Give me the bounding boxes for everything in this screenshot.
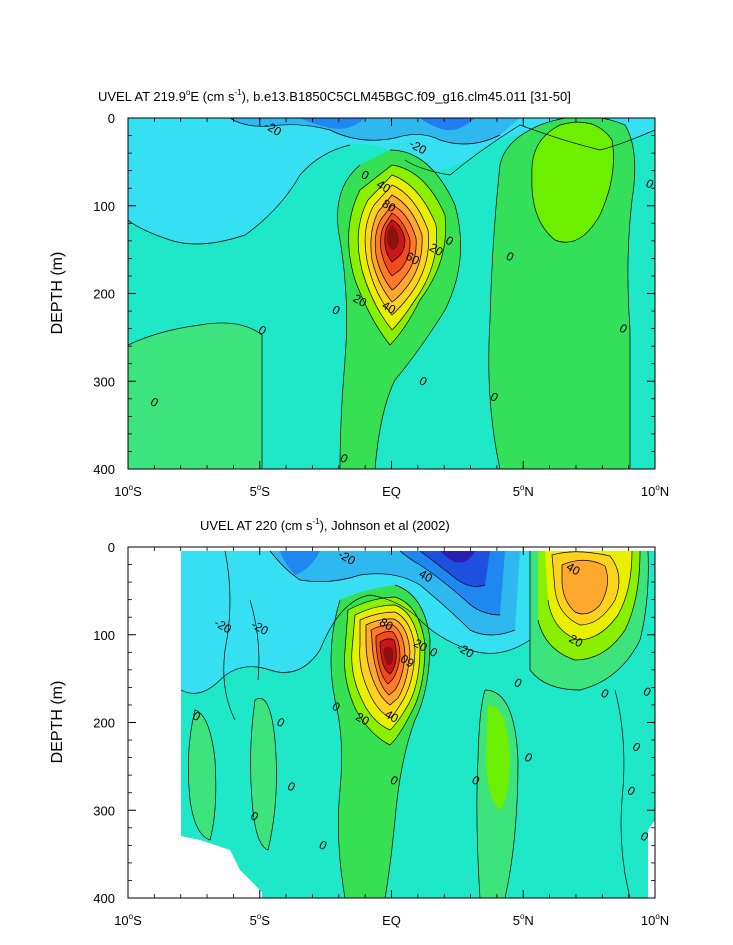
panel-bottom-title: UVEL AT 220 (cm s-1), Johnson et al (200… <box>200 517 450 533</box>
field-bpatch3b <box>486 705 510 810</box>
contour-label: 20 <box>411 636 430 655</box>
x-tick-label: 5oS <box>250 912 271 928</box>
contour-label: 80 <box>380 196 399 215</box>
y-tick-label: 200 <box>93 716 115 731</box>
contour-label: 20 <box>353 710 372 729</box>
panel-top-ylabel: DEPTH (m) <box>49 252 66 335</box>
x-tick-label: 10oN <box>641 912 669 928</box>
y-tick-label: 300 <box>93 803 115 818</box>
contour-label: 40 <box>382 707 401 726</box>
x-tick-label: 5oS <box>250 483 271 499</box>
field-neg-band <box>128 118 655 244</box>
x-tick-label: 10oN <box>641 483 669 499</box>
y-tick-label: 400 <box>93 891 115 906</box>
panel-top-title: UVEL AT 219.9oE (cm s-1), b.e13.B1850C5C… <box>98 88 571 104</box>
contour-label: 0 <box>643 176 656 192</box>
contour-label: 60 <box>403 249 422 268</box>
contour-label: 09 <box>398 652 417 671</box>
y-tick-label: 0 <box>108 540 115 555</box>
field-beuc8 <box>383 646 394 666</box>
field-neg-core3 <box>420 118 475 131</box>
contour-lines-top <box>128 118 655 469</box>
panel-top: UVEL AT 219.9oE (cm s-1), b.e13.B1850C5C… <box>49 88 669 499</box>
panel-bottom-ylabel: DEPTH (m) <box>49 681 66 764</box>
contour-label: 40 <box>564 560 583 579</box>
x-tick-label: 5oN <box>513 483 534 499</box>
contour-label: 80 <box>377 615 396 634</box>
field-north-core <box>531 122 614 243</box>
x-tick-label: 5oN <box>513 912 534 928</box>
field-bpatch1 <box>188 710 216 840</box>
field-bneg5 <box>440 551 475 563</box>
panel-bottom: UVEL AT 220 (cm s-1), Johnson et al (200… <box>49 517 669 928</box>
field-bneg4 <box>420 551 490 587</box>
y-tick-label: 300 <box>93 374 115 389</box>
y-tick-label: 200 <box>93 287 115 302</box>
field-euc-core <box>387 225 399 250</box>
contour-label: 20 <box>567 631 586 650</box>
field-south-lobe <box>128 322 262 469</box>
panel-bottom-axes: 0 100 200 300 400 10oS 5oS EQ 5oN 10oN <box>93 540 669 928</box>
field-neg-core2 <box>300 118 365 129</box>
y-tick-label: 0 <box>108 111 115 126</box>
contour-lines-bottom <box>180 550 649 898</box>
contour-label: 20 <box>351 291 370 310</box>
contour-label: 20 <box>427 240 446 259</box>
y-tick-label: 100 <box>93 628 115 643</box>
contour-label: 40 <box>416 567 435 586</box>
contour-label: 40 <box>374 177 393 196</box>
x-tick-label: EQ <box>382 484 401 499</box>
field-bnorth5 <box>562 560 608 614</box>
x-tick-label: 10oS <box>114 912 142 928</box>
y-tick-label: 100 <box>93 199 115 214</box>
y-tick-label: 400 <box>93 462 115 477</box>
x-tick-label: EQ <box>382 913 401 928</box>
field-bneg6 <box>280 551 320 575</box>
contour-label: 40 <box>380 298 399 317</box>
field-bpatch2 <box>250 698 277 850</box>
x-tick-label: 10oS <box>114 483 142 499</box>
